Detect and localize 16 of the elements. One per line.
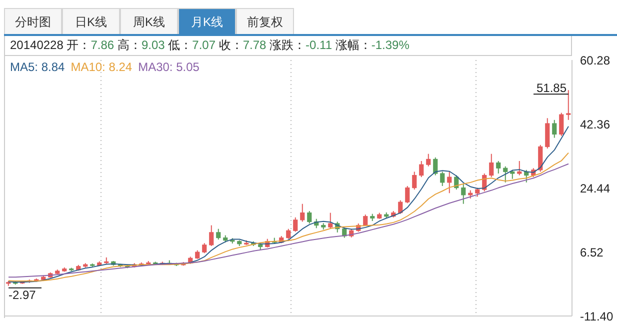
text: 分时图 <box>4 8 62 35</box>
annotation: 51.85 <box>536 81 567 96</box>
text: MA30: 5.05 <box>138 60 200 74</box>
y-tick-label: -11.40 <box>580 309 614 324</box>
text: 日K线 <box>62 8 120 35</box>
text: 月K线 <box>178 8 236 35</box>
y-tick-label: 24.44 <box>580 181 610 196</box>
text: 前复权 <box>236 8 294 35</box>
text: MA5: 8.84 <box>10 60 65 74</box>
text: MA10: 8.24 <box>70 60 132 74</box>
text: 20140228 开：7.86 高：9.03 低：7.07 收：7.78 涨跌：-0.11 涨幅：-1.39% <box>10 38 410 52</box>
text: 周K线 <box>120 8 178 35</box>
annotation: -2.97 <box>8 288 36 302</box>
y-tick-label: 42.36 <box>580 117 610 132</box>
y-tick-label: 60.28 <box>580 53 610 68</box>
y-tick-label: 6.52 <box>580 245 604 260</box>
